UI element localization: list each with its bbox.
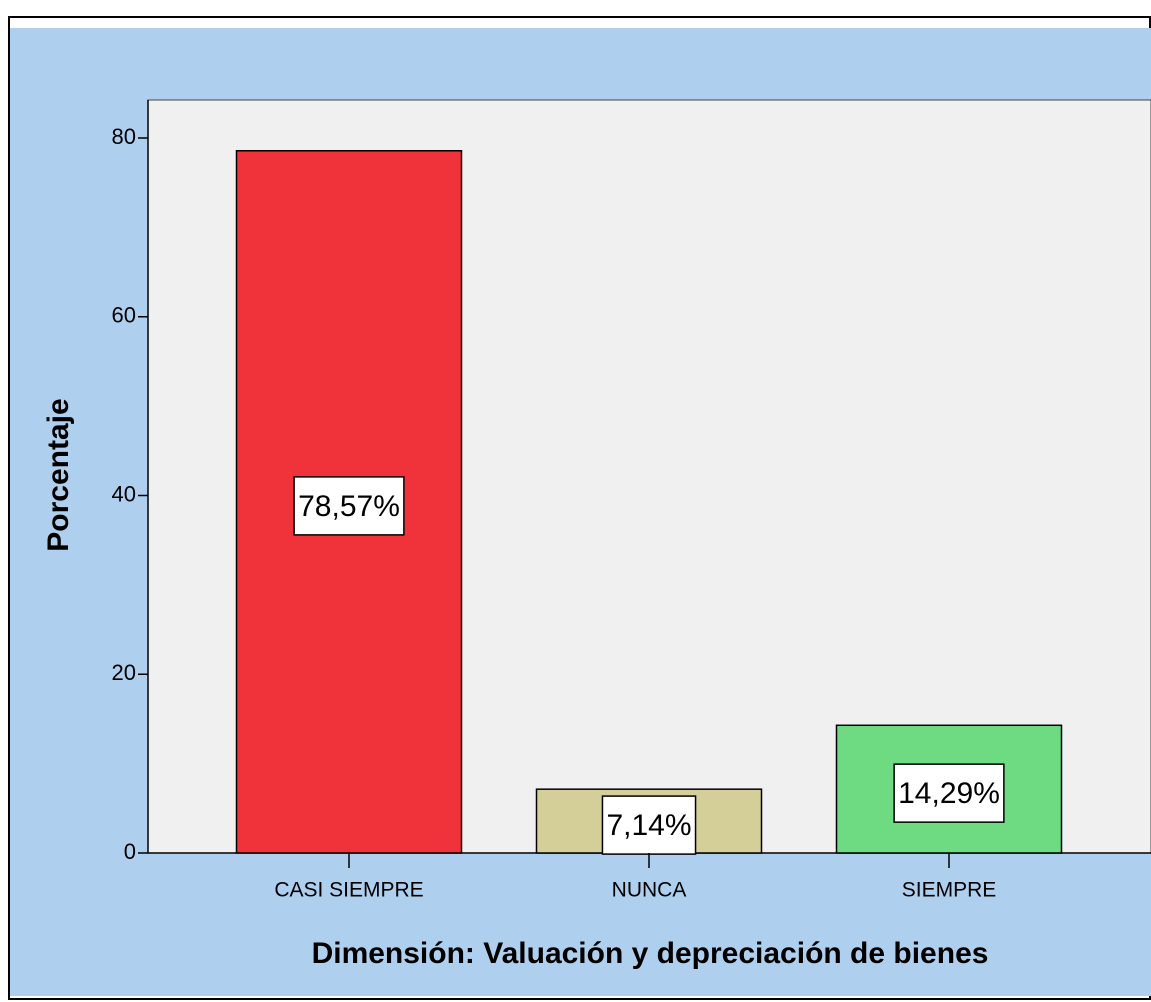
y-tick-label: 80	[112, 124, 136, 149]
value-label-box	[293, 476, 405, 536]
y-tick-label: 40	[112, 481, 136, 506]
value-label: 14,29%	[898, 777, 1000, 810]
y-tick-label: 60	[112, 303, 136, 328]
value-label: 7,14%	[606, 809, 691, 842]
value-label-box	[893, 763, 1005, 823]
x-tick-label: CASI SIEMPRE	[274, 879, 423, 902]
y-tick-label: 0	[124, 839, 136, 864]
x-axis-title: Dimensión: Valuación y depreciación de b…	[312, 937, 989, 970]
y-tick-label: 20	[112, 660, 136, 685]
x-tick-label: NUNCA	[612, 879, 687, 902]
y-axis-title: Porcentaje	[42, 398, 75, 551]
x-tick-label: SIEMPRE	[902, 879, 997, 902]
value-label: 78,57%	[298, 490, 400, 523]
